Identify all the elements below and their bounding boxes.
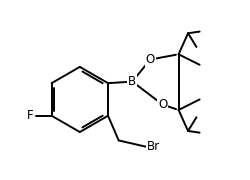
Text: Br: Br xyxy=(147,140,160,153)
Text: B: B xyxy=(128,75,136,88)
Text: F: F xyxy=(27,109,33,122)
Text: O: O xyxy=(146,53,155,66)
Text: O: O xyxy=(158,98,168,111)
